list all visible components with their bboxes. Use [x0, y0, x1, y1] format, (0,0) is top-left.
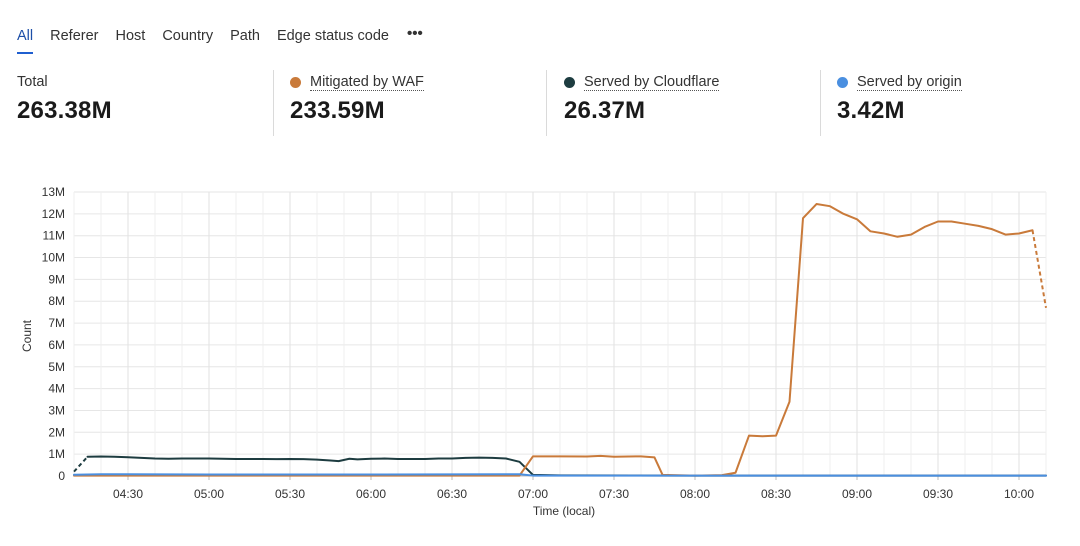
- tab-host[interactable]: Host: [115, 28, 146, 44]
- stat-total-value: 263.38M: [17, 97, 112, 124]
- tab-referer[interactable]: Referer: [50, 28, 99, 44]
- chart-series: [73, 203, 1047, 477]
- x-tick-label: 07:00: [518, 487, 548, 501]
- stat-served-cloudflare-label[interactable]: Served by Cloudflare: [584, 73, 720, 91]
- series-line-served-by-cloudflare[interactable]: [86, 455, 1047, 477]
- x-axis-label: Time (local): [533, 504, 595, 518]
- traffic-line-chart[interactable]: 0 1M 2M 3M 4M 5M 6M 7M 8M 9M 10M 11M 12M 13M 04:30 05:…: [0, 176, 1080, 536]
- mitigated-dot-icon: [290, 76, 301, 88]
- series-line-mitigated-by-waf[interactable]: [73, 203, 1034, 477]
- served-origin-dot-icon: [837, 76, 848, 88]
- y-tick-label: 12M: [42, 207, 65, 221]
- x-tick-label: 04:30: [113, 487, 143, 501]
- tab-all[interactable]: All: [17, 26, 34, 54]
- series-dashed-mitigated-by-waf: [1031, 230, 1047, 308]
- stat-served-cloudflare[interactable]: Served by Cloudflare 26.37M: [546, 70, 720, 136]
- tab-edge-status-code[interactable]: Edge status code: [276, 28, 389, 44]
- stat-served-cloudflare-value: 26.37M: [564, 97, 646, 124]
- y-tick-label: 5M: [48, 360, 65, 374]
- x-tick-label: 07:30: [599, 487, 629, 501]
- x-tick-label: 06:00: [356, 487, 386, 501]
- stat-mitigated-value: 233.59M: [290, 97, 385, 124]
- x-tick-label: 09:30: [923, 487, 953, 501]
- y-tick-label: 11M: [43, 229, 65, 243]
- more-horizontal-icon[interactable]: •••: [407, 25, 423, 42]
- summary-stats: Total 263.38M Mitigated by WAF 233.59M S…: [0, 70, 1080, 136]
- filter-tabs: All Referer Host Country Path Edge statu…: [17, 26, 423, 54]
- series-line-served-by-origin[interactable]: [73, 473, 1047, 477]
- x-tick-label: 05:30: [275, 487, 305, 501]
- y-tick-label: 7M: [48, 316, 65, 330]
- x-tick-label: 10:00: [1004, 487, 1034, 501]
- y-tick-label: 10M: [42, 251, 65, 265]
- stat-served-origin-value: 3.42M: [837, 97, 905, 124]
- stat-total-label: Total: [17, 74, 48, 90]
- tab-country[interactable]: Country: [162, 28, 214, 44]
- y-tick-label: 13M: [42, 185, 65, 199]
- stat-mitigated[interactable]: Mitigated by WAF 233.59M: [273, 70, 424, 136]
- y-axis-ticks: 0 1M 2M 3M 4M 5M 6M 7M 8M 9M 10M 11M 12M 13M: [42, 185, 66, 483]
- stat-mitigated-label[interactable]: Mitigated by WAF: [310, 73, 424, 91]
- chart-grid: [73, 191, 1047, 477]
- tab-path[interactable]: Path: [230, 28, 260, 44]
- y-tick-label: 8M: [48, 294, 65, 308]
- y-tick-label: 4M: [48, 382, 65, 396]
- y-axis-label: Count: [20, 319, 34, 352]
- y-tick-label: 6M: [48, 338, 65, 352]
- x-tick-label: 05:00: [194, 487, 224, 501]
- x-tick-label: 08:30: [761, 487, 791, 501]
- y-tick-label: 9M: [48, 272, 65, 286]
- stat-served-origin-label[interactable]: Served by origin: [857, 73, 962, 91]
- y-tick-label: 0: [58, 469, 65, 483]
- series-dashed-served-by-cloudflare: [73, 456, 89, 473]
- y-tick-label: 2M: [48, 425, 65, 439]
- stat-served-origin[interactable]: Served by origin 3.42M: [820, 70, 962, 136]
- x-tick-label: 09:00: [842, 487, 872, 501]
- y-tick-label: 3M: [48, 403, 65, 417]
- x-tick-label: 08:00: [680, 487, 710, 501]
- y-tick-label: 1M: [48, 447, 65, 461]
- stat-total: Total 263.38M: [17, 70, 112, 136]
- served-cloudflare-dot-icon: [564, 76, 575, 88]
- x-tick-label: 06:30: [437, 487, 467, 501]
- x-axis-ticks: 04:30 05:00 05:30 06:00 06:30 07:00 07:30 08:00…: [113, 476, 1034, 501]
